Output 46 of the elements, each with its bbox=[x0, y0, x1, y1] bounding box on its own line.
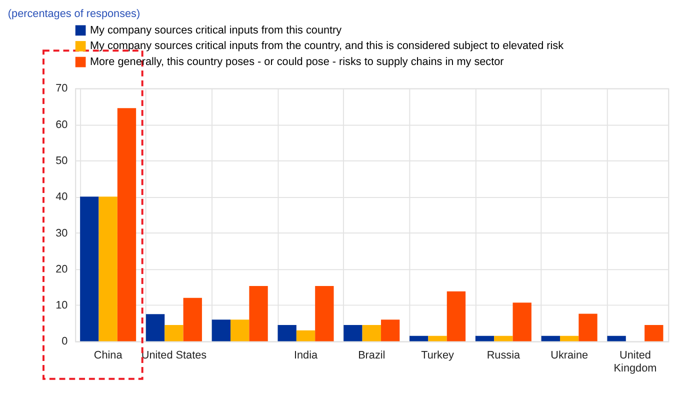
legend-label: More generally, this country poses - or could pose - risks to supply chains in my sector bbox=[90, 56, 504, 68]
bar bbox=[278, 325, 296, 342]
x-tick-label: China bbox=[94, 350, 124, 362]
y-tick-label: 30 bbox=[56, 227, 68, 240]
bar bbox=[380, 320, 400, 342]
bar bbox=[344, 325, 362, 342]
bar bbox=[296, 330, 316, 342]
bar bbox=[446, 291, 466, 342]
bar bbox=[578, 314, 598, 342]
bar bbox=[512, 302, 532, 342]
bar bbox=[362, 325, 381, 342]
bar bbox=[644, 325, 664, 342]
bar bbox=[164, 325, 184, 342]
bar bbox=[494, 336, 513, 342]
x-tick-label: Russia bbox=[486, 350, 521, 362]
bar bbox=[410, 336, 428, 342]
bar bbox=[475, 336, 494, 342]
bar bbox=[607, 336, 626, 342]
y-tick-label: 20 bbox=[56, 263, 68, 276]
bar bbox=[98, 196, 118, 342]
y-tick-label: 50 bbox=[56, 154, 68, 167]
x-tick-label: United States bbox=[141, 350, 208, 362]
bar bbox=[80, 196, 99, 342]
x-tick-label: India bbox=[294, 350, 318, 362]
bar bbox=[560, 336, 579, 342]
bar bbox=[183, 298, 202, 342]
bar bbox=[315, 286, 334, 342]
bar bbox=[541, 336, 560, 342]
y-tick-label: 40 bbox=[56, 191, 68, 204]
bar bbox=[230, 320, 250, 342]
legend-label: My company sources critical inputs from this country bbox=[90, 24, 342, 36]
bar bbox=[428, 336, 447, 342]
y-tick-label: 10 bbox=[56, 300, 68, 312]
y-tick-label: 70 bbox=[56, 82, 68, 95]
x-tick-label: United Kingdom bbox=[614, 350, 657, 374]
y-tick-label: 60 bbox=[56, 118, 68, 131]
x-tick-label: Turkey bbox=[421, 350, 454, 362]
chart-title: (percentages of responses) bbox=[8, 8, 140, 20]
x-tick-label: Ukraine bbox=[550, 350, 588, 362]
bar bbox=[249, 286, 268, 342]
x-tick-label: Brazil bbox=[358, 350, 386, 362]
legend-label: My company sources critical inputs from the country, and this is considered subject to elevated risk bbox=[90, 40, 564, 52]
y-tick-label: 0 bbox=[62, 336, 68, 348]
bar bbox=[146, 314, 165, 342]
bar bbox=[117, 108, 136, 342]
bar bbox=[212, 320, 231, 342]
